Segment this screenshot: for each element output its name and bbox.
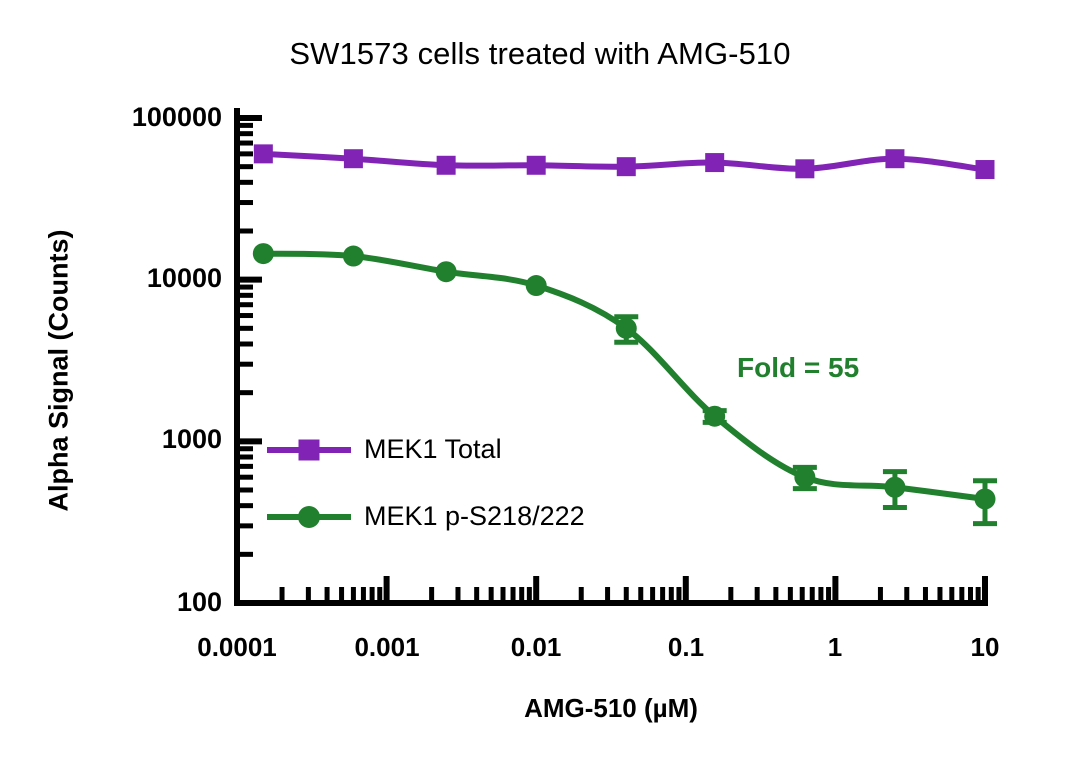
data-point [704,405,726,427]
data-point [794,466,816,488]
data-point [795,159,815,179]
x-tick-0.001: 0.001 [354,632,420,662]
data-point [705,153,725,173]
legend-marker-1 [298,506,320,528]
legend-label-mek1-total: MEK1 Total [364,434,502,464]
data-point [435,261,457,283]
legend-markers [267,439,351,528]
data-point [342,245,364,267]
x-tick-0.0001: 0.0001 [197,632,277,662]
y-tick-1000: 1000 [161,424,222,454]
y-tick-10000: 10000 [146,263,222,293]
axis-lines [234,108,988,606]
legend-label-mek1-phospho: MEK1 p-S218/222 [364,501,585,531]
data-series-layer [252,144,997,527]
data-point [974,488,996,510]
x-tick-0.1: 0.1 [667,632,705,662]
data-point [252,243,274,265]
legend-marker-0 [298,439,320,461]
y-tick-100000: 100000 [131,102,222,132]
data-point [253,144,273,164]
data-point [525,275,547,297]
x-axis-title: AMG-510 (µM) [524,693,698,723]
chart-title: SW1573 cells treated with AMG-510 [289,36,791,71]
y-tick-100: 100 [176,587,222,617]
data-point [526,155,546,175]
data-point [975,160,995,180]
x-tick-1: 1 [827,632,843,662]
data-point [884,476,906,498]
x-axis-ticks [234,576,988,603]
data-point [616,157,636,177]
data-point [615,317,637,339]
y-axis-ticks [237,115,262,606]
x-tick-0.01: 0.01 [510,632,562,662]
data-point [885,149,905,169]
x-tick-10: 10 [970,632,1000,662]
data-point [436,155,456,175]
fold-annotation: Fold = 55 [737,352,860,383]
data-point [343,149,363,169]
